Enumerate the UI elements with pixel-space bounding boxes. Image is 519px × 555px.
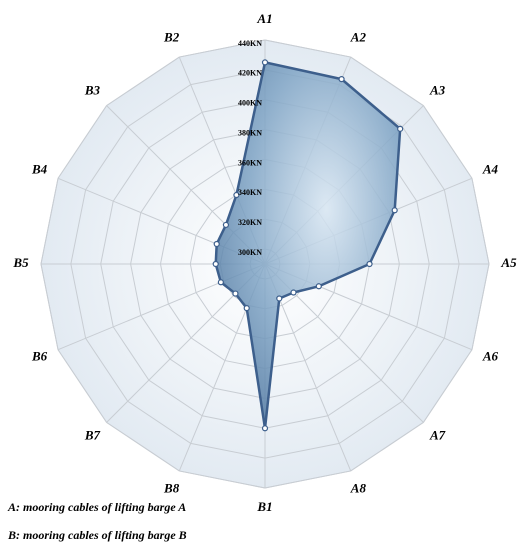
r-tick-label: 440KN xyxy=(238,39,262,48)
data-point xyxy=(261,59,269,66)
r-tick-label: 300KN xyxy=(238,248,262,257)
r-tick-label: 320KN xyxy=(238,218,262,227)
data-point xyxy=(397,125,404,132)
category-label: A8 xyxy=(350,480,367,495)
data-point xyxy=(338,76,345,83)
data-point xyxy=(222,221,230,229)
legend-note: B: mooring cables of lifting barge B xyxy=(7,528,187,542)
r-tick-label: 420KN xyxy=(238,69,262,78)
r-tick-label: 380KN xyxy=(238,128,262,137)
data-point xyxy=(243,305,250,312)
category-label: B2 xyxy=(163,30,180,45)
data-point xyxy=(217,279,224,286)
category-label: A3 xyxy=(429,82,446,97)
category-label: A1 xyxy=(256,11,272,26)
category-label: B6 xyxy=(31,348,48,363)
category-label: B8 xyxy=(163,480,180,495)
category-label: B4 xyxy=(31,162,48,177)
category-label: A7 xyxy=(429,428,446,443)
data-point xyxy=(213,240,220,248)
data-point xyxy=(233,191,240,199)
category-label: B1 xyxy=(256,499,272,514)
r-tick-label: 340KN xyxy=(238,188,262,197)
category-label: A4 xyxy=(482,162,499,177)
data-point xyxy=(290,289,297,296)
data-point xyxy=(391,207,398,214)
data-point xyxy=(232,290,239,297)
data-point xyxy=(366,260,373,268)
category-label: B5 xyxy=(12,255,29,270)
data-point xyxy=(261,425,269,432)
data-point xyxy=(276,295,283,302)
data-point xyxy=(315,283,322,290)
data-point xyxy=(212,260,219,268)
r-tick-label: 360KN xyxy=(238,158,262,167)
category-label: A5 xyxy=(500,255,517,270)
category-label: B3 xyxy=(84,82,101,97)
category-label: A2 xyxy=(350,30,367,45)
category-label: A6 xyxy=(482,348,499,363)
r-tick-label: 400KN xyxy=(238,99,262,108)
category-label: B7 xyxy=(84,428,101,443)
legend-note: A: mooring cables of lifting barge A xyxy=(7,500,186,514)
